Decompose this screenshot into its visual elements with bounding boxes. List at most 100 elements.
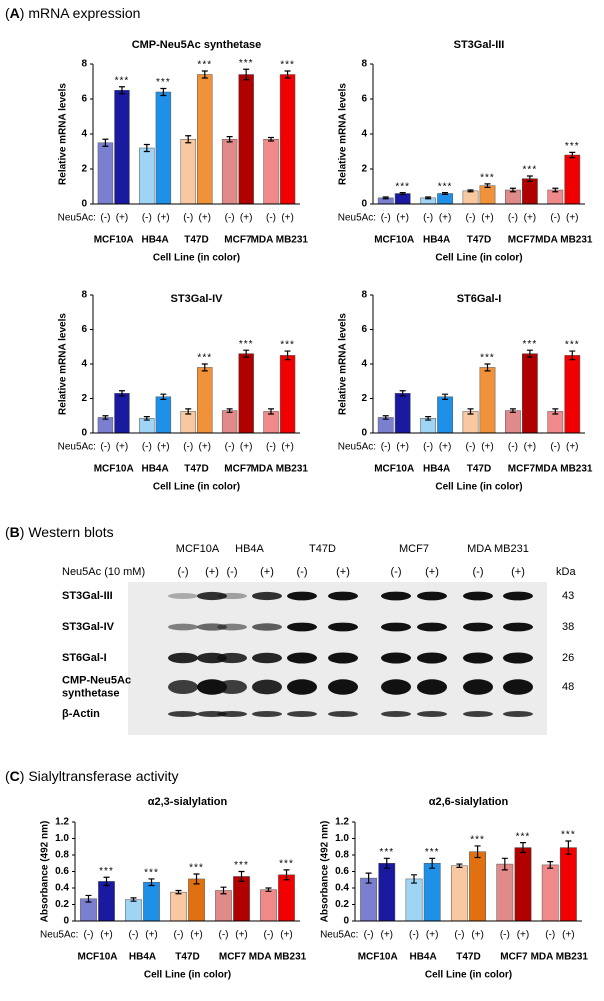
x-tick-label: (-) <box>142 442 152 453</box>
blot-kda: 38 <box>562 621 574 633</box>
group-label: MDA MB231 <box>249 952 307 963</box>
x-tick-label: (-) <box>225 442 235 453</box>
blot-kda: 26 <box>562 652 574 664</box>
significance-label: *** <box>239 339 254 350</box>
blot-band <box>197 591 227 601</box>
significance-label: *** <box>280 60 295 71</box>
bar <box>564 355 581 434</box>
significance-label: *** <box>395 181 410 192</box>
group-label: HB4A <box>141 464 168 475</box>
bar <box>521 178 538 205</box>
x-tick-label: (-) <box>266 442 276 453</box>
blot-band <box>417 652 447 664</box>
x-tick-label: (+) <box>426 930 439 941</box>
blot-band <box>287 622 317 632</box>
bar <box>437 396 453 434</box>
x-tick-label: (+) <box>280 930 293 941</box>
x-tick-label: (-) <box>266 213 276 224</box>
blot-band <box>381 622 411 632</box>
error-bar <box>268 136 275 142</box>
y-tick-label: 2 <box>81 164 87 175</box>
y-tick-label: 1.0 <box>55 833 69 844</box>
x-tick-label: (-) <box>381 442 391 453</box>
bar <box>180 411 196 434</box>
x-tick-label: (-) <box>466 213 476 224</box>
error-bar <box>425 196 432 200</box>
error-bar <box>284 350 291 361</box>
chart-title: α2,3-sialylation <box>148 796 228 808</box>
blot-row-label: synthetase <box>62 687 119 699</box>
significance-label: *** <box>156 77 171 88</box>
x-tick-label: (-) <box>129 930 139 941</box>
x-tick-label: (-) <box>84 930 94 941</box>
significance-label: *** <box>189 863 204 874</box>
error-bar <box>160 393 167 400</box>
y-tick-label: 1.2 <box>55 817 69 828</box>
axis-line <box>372 295 585 434</box>
row-label: Neu5Ac: <box>320 930 358 941</box>
group-label: HB4A <box>409 952 436 963</box>
bar <box>238 74 254 205</box>
error-bar <box>425 416 432 421</box>
blot-band <box>503 652 533 664</box>
y-axis-label: Absorbance (492 nm) <box>40 821 51 923</box>
x-tick-label: (-) <box>225 213 235 224</box>
bar <box>377 417 394 434</box>
panel-heading: (A) mRNA expression <box>5 5 140 21</box>
y-tick-label: 6 <box>81 94 87 105</box>
error-bar <box>565 840 572 855</box>
blot-lane-label: (+) <box>205 566 219 578</box>
significance-label: *** <box>144 868 159 879</box>
row-label: Neu5Ac: <box>338 213 376 224</box>
blot-band <box>252 711 282 717</box>
x-tick-label: (+) <box>481 213 494 224</box>
blot-band <box>252 679 282 695</box>
error-bar <box>220 886 227 895</box>
x-tick-label: (-) <box>454 930 464 941</box>
heading-part: B <box>10 524 20 540</box>
group-label: MCF10A <box>374 464 414 475</box>
blot-band <box>381 591 411 601</box>
x-tick-label: (-) <box>500 930 510 941</box>
error-bar <box>382 196 389 200</box>
x-tick-label: (+) <box>240 442 253 453</box>
significance-label: *** <box>523 165 538 176</box>
heading-part: ( <box>5 524 10 540</box>
blot-band <box>168 593 198 599</box>
chart-title: ST3Gal-IV <box>171 293 224 305</box>
x-tick-label: (+) <box>566 442 579 453</box>
blot-band <box>463 622 493 632</box>
error-bar <box>201 363 208 372</box>
y-tick-label: 4 <box>361 359 367 370</box>
blot-band <box>328 711 358 717</box>
x-tick-label: (-) <box>364 930 374 941</box>
bar <box>125 899 142 922</box>
x-tick-label: (+) <box>524 442 537 453</box>
y-tick-label: 0.8 <box>55 850 69 861</box>
group-label: MCF10A <box>94 235 134 246</box>
axis-line <box>372 64 585 205</box>
bar <box>462 190 479 205</box>
error-bar <box>148 878 155 887</box>
significance-label: *** <box>239 58 254 69</box>
bar <box>170 891 187 922</box>
blot-band <box>328 591 358 601</box>
bar <box>394 393 411 434</box>
error-bar <box>547 861 554 869</box>
row-label: Neu5Ac: <box>58 213 96 224</box>
significance-label: *** <box>379 847 394 858</box>
blot-band <box>503 591 533 601</box>
y-tick-label: 1.2 <box>335 817 349 828</box>
x-tick-label: (-) <box>508 213 518 224</box>
blot-band <box>463 591 493 601</box>
bar <box>221 410 238 434</box>
significance-label: *** <box>516 831 531 842</box>
group-label: MCF7 <box>508 464 536 475</box>
y-axis-label: Relative mRNA levels <box>338 313 349 415</box>
chart-title: α2,6-sialylation <box>429 796 509 808</box>
significance-label: *** <box>480 353 495 364</box>
group-label: MCF7 <box>219 952 247 963</box>
significance-label: *** <box>561 830 576 841</box>
bar <box>559 847 577 922</box>
x-tick-label: (-) <box>423 213 433 224</box>
